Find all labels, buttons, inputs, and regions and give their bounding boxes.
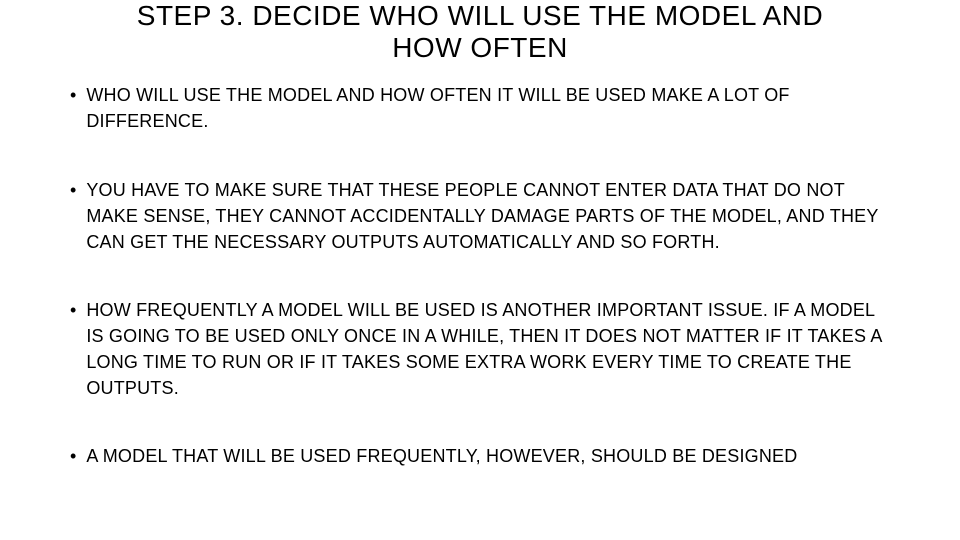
bullet-icon: • <box>70 297 76 323</box>
bullet-text: WHO WILL USE THE MODEL AND HOW OFTEN IT … <box>86 82 890 134</box>
bullet-icon: • <box>70 177 76 203</box>
list-item: • A MODEL THAT WILL BE USED FREQUENTLY, … <box>70 443 890 469</box>
bullet-text: HOW FREQUENTLY A MODEL WILL BE USED IS A… <box>86 297 890 401</box>
bullet-text: A MODEL THAT WILL BE USED FREQUENTLY, HO… <box>86 443 797 469</box>
list-item: • HOW FREQUENTLY A MODEL WILL BE USED IS… <box>70 297 890 401</box>
bullet-text: YOU HAVE TO MAKE SURE THAT THESE PEOPLE … <box>86 177 890 255</box>
bullet-list: • WHO WILL USE THE MODEL AND HOW OFTEN I… <box>70 82 890 469</box>
bullet-icon: • <box>70 82 76 108</box>
slide-container: STEP 3. DECIDE WHO WILL USE THE MODEL AN… <box>0 0 960 540</box>
bullet-icon: • <box>70 443 76 469</box>
slide-title: STEP 3. DECIDE WHO WILL USE THE MODEL AN… <box>70 0 890 64</box>
list-item: • YOU HAVE TO MAKE SURE THAT THESE PEOPL… <box>70 177 890 255</box>
list-item: • WHO WILL USE THE MODEL AND HOW OFTEN I… <box>70 82 890 134</box>
